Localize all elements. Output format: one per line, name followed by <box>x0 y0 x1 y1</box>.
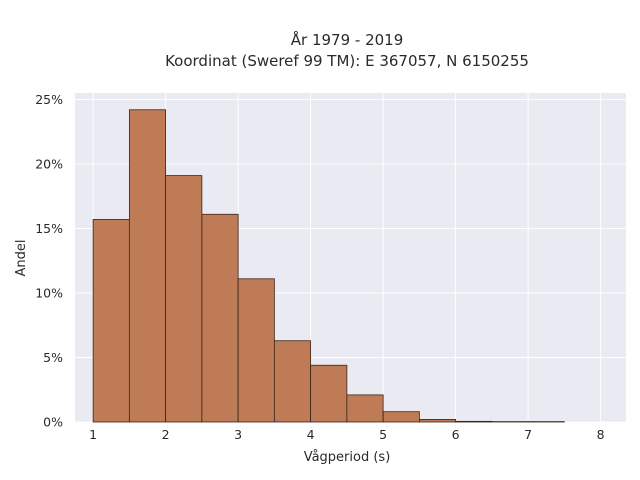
y-tick-label-2: 10% <box>35 285 63 300</box>
y-tick-label-5: 25% <box>35 92 63 107</box>
histogram-bar-5 <box>273 340 312 423</box>
x-axis-label: Vågperiod (s) <box>304 450 391 465</box>
x-tick-label-4: 5 <box>379 427 387 442</box>
y-tick-label-0: 0% <box>43 415 63 430</box>
x-tick-label-3: 4 <box>307 427 315 442</box>
y-axis-ticks: 0% 5% 10% 15% 20% 25% <box>35 92 63 430</box>
y-tick-label-4: 20% <box>35 156 63 171</box>
y-axis-label: Andel <box>14 240 29 277</box>
histogram-bar-9 <box>418 419 457 423</box>
y-tick-label-3: 15% <box>35 221 63 236</box>
y-tick-label-1: 5% <box>43 350 63 365</box>
chart-title-line-2: Koordinat (Sweref 99 TM): E 367057, N 61… <box>165 52 529 70</box>
histogram-bar-10 <box>455 420 493 423</box>
chart-title-line-1: År 1979 - 2019 <box>291 30 404 49</box>
x-tick-label-1: 2 <box>162 427 170 442</box>
histogram-bar-6 <box>310 364 348 423</box>
x-tick-label-7: 8 <box>597 427 605 442</box>
histogram-bar-0 <box>92 219 130 423</box>
histogram-bar-8 <box>382 411 420 423</box>
x-tick-label-0: 1 <box>89 427 97 442</box>
histogram-bar-3 <box>201 213 239 423</box>
histogram-bar-2 <box>165 175 203 423</box>
bars <box>92 109 565 423</box>
x-tick-label-6: 7 <box>524 427 532 442</box>
histogram-bar-4 <box>237 278 275 423</box>
histogram-bar-7 <box>346 394 384 423</box>
x-axis-ticks: 1 2 3 4 5 6 7 8 <box>89 427 605 442</box>
x-tick-label-5: 6 <box>452 427 460 442</box>
histogram-bar-1 <box>128 109 167 423</box>
x-tick-label-2: 3 <box>234 427 242 442</box>
